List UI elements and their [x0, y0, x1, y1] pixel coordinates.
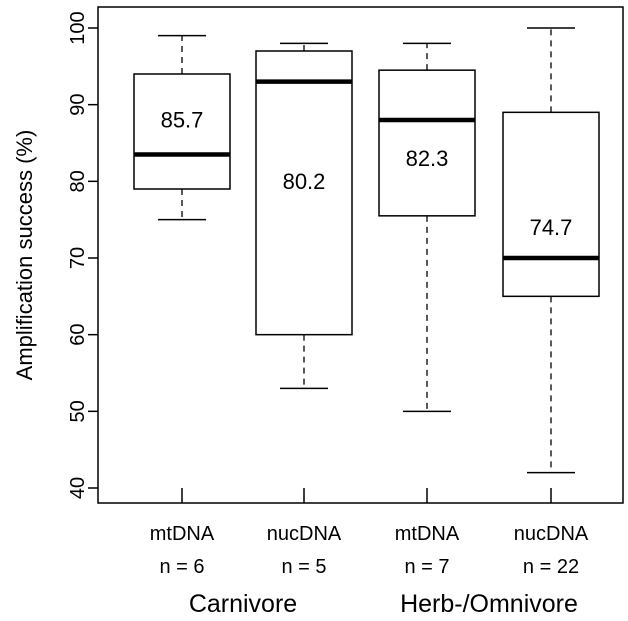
group-label: Herb-/Omnivore	[400, 590, 578, 618]
sample-size-label: n = 5	[281, 556, 326, 578]
boxes: 85.7 80.2 82.3 74.7	[133, 27, 600, 474]
mean-label: 82.3	[406, 146, 449, 171]
box-2: 80.2	[255, 42, 353, 390]
box-3: 82.3	[378, 42, 476, 413]
sample-size-label: n = 7	[404, 556, 449, 578]
category-label: nucDNA	[267, 523, 342, 545]
box-1: 85.7	[133, 34, 231, 221]
mean-label: 74.7	[530, 215, 573, 240]
category-label: nucDNA	[514, 523, 589, 545]
x-axis-labels: mtDNA n = 6 nucDNA n = 5 mtDNA n = 7 nucDNA n =…	[150, 488, 589, 618]
y-tick-label: 70	[67, 247, 89, 269]
y-tick-label: 40	[67, 477, 89, 499]
y-tick-label: 60	[67, 324, 89, 346]
mean-label: 80.2	[283, 169, 326, 194]
category-label: mtDNA	[150, 523, 215, 545]
y-tick-label: 50	[67, 400, 89, 422]
mean-label: 85.7	[161, 108, 204, 133]
group-label: Carnivore	[189, 590, 297, 618]
iqr-box	[133, 73, 231, 190]
category-label: mtDNA	[395, 523, 460, 545]
box-4: 74.7	[502, 27, 600, 474]
y-tick-label: 100	[67, 11, 89, 44]
y-tick-label: 90	[67, 94, 89, 116]
y-axis: 40 50 60 70 80 90 100	[67, 11, 98, 499]
iqr-box	[255, 50, 353, 336]
sample-size-label: n = 6	[159, 556, 204, 578]
y-axis-title: Amplification success (%)	[12, 130, 37, 381]
iqr-box	[378, 69, 476, 217]
iqr-box	[502, 111, 600, 298]
y-tick-label: 80	[67, 170, 89, 192]
sample-size-label: n = 22	[523, 556, 579, 578]
plot-frame	[97, 6, 624, 504]
